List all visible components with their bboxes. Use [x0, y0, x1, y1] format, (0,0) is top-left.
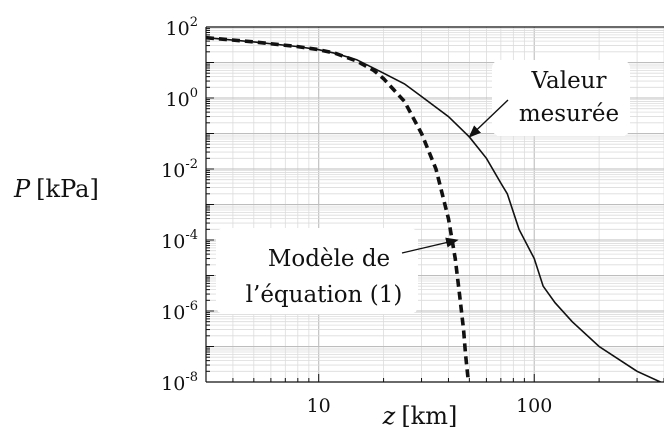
y-tick-label: 10-6 — [161, 299, 198, 324]
y-axis-unit: [kPa] — [36, 175, 99, 203]
y-tick-base: 10 — [161, 302, 185, 324]
series-model-line — [206, 35, 471, 382]
annotation-measured-line-1: Valeur — [531, 68, 607, 94]
series-layer — [206, 35, 663, 382]
y-tick-base: 10 — [166, 18, 190, 40]
y-tick-exponent: -4 — [185, 228, 198, 243]
annotation-model-line-1: Modèle de — [268, 246, 390, 272]
y-tick-label: 10-2 — [161, 157, 198, 182]
y-tick-exponent: 0 — [190, 86, 198, 101]
x-axis-title: z [km] — [382, 402, 458, 429]
x-axis-symbol: z — [382, 402, 396, 429]
x-tick-label: 10 — [307, 395, 331, 417]
annotation-measured-arrow — [468, 99, 509, 138]
y-tick-exponent: -8 — [185, 370, 198, 385]
y-tick-label: 10-8 — [161, 370, 198, 395]
annotation-measured: Valeur mesurée — [468, 60, 630, 138]
y-tick-label: 10-4 — [161, 228, 198, 253]
annotation-model: Modèle de l’équation (1) — [216, 228, 459, 314]
y-tick-label: 100 — [166, 86, 198, 111]
y-tick-exponent: -2 — [185, 157, 198, 172]
annotation-measured-line-2: mesurée — [519, 101, 619, 127]
y-tick-exponent: -6 — [185, 299, 198, 314]
y-tick-base: 10 — [161, 373, 185, 395]
y-tick-base: 10 — [161, 160, 185, 182]
annotation-model-arrow — [401, 237, 459, 254]
annotation-model-box — [216, 228, 418, 314]
y-axis-title: P [kPa] — [13, 175, 99, 203]
y-tick-exponent: 2 — [190, 15, 198, 30]
annotation-model-line-2: l’équation (1) — [246, 282, 403, 308]
x-tick-label: 100 — [516, 395, 552, 417]
x-axis-unit: [km] — [401, 402, 457, 429]
y-tick-base: 10 — [161, 231, 185, 253]
annotation-measured-box — [492, 60, 630, 136]
y-axis-symbol: P — [13, 175, 31, 203]
y-tick-label: 102 — [166, 15, 198, 40]
y-tick-base: 10 — [166, 89, 190, 111]
